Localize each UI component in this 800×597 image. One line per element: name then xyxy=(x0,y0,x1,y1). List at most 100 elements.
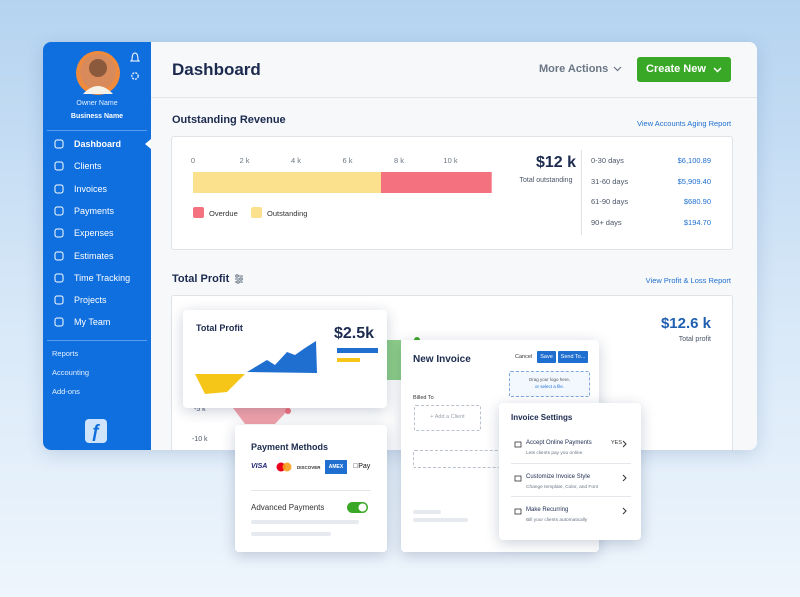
cancel-button[interactable]: Cancel xyxy=(515,354,533,360)
mastercard-logo xyxy=(276,462,292,472)
header-icons xyxy=(130,52,140,80)
chevron xyxy=(622,507,627,515)
placeholder-line xyxy=(413,510,441,514)
icon-shape xyxy=(54,184,64,194)
nav-icon xyxy=(54,317,64,327)
aging-period: 90+ days xyxy=(591,218,622,228)
nav-item[interactable]: Dashboard xyxy=(74,139,122,149)
discover-logo: DISCOVER xyxy=(297,465,321,470)
drop-text: Drag your logo here, xyxy=(528,377,571,382)
nav-item[interactable]: Projects xyxy=(74,295,107,306)
aging-report-link[interactable]: View Accounts Aging Report xyxy=(637,119,732,128)
setting-label[interactable]: Accept Online Payments xyxy=(526,440,592,446)
card-title: Invoice Settings xyxy=(511,413,573,422)
profit-mini-chart xyxy=(195,341,378,394)
more-actions[interactable]: More Actions xyxy=(539,63,609,75)
icon-shape xyxy=(54,317,64,327)
chevron xyxy=(622,474,627,481)
advanced-payments: Advanced Payments xyxy=(251,503,325,512)
setting-label[interactable]: Make Recurring xyxy=(526,507,569,513)
pl-report-link[interactable]: View Profit & Loss Report xyxy=(645,276,731,285)
nav-item[interactable]: Clients xyxy=(74,161,102,172)
aging-period: 31-60 days xyxy=(591,176,629,186)
nav-item[interactable]: My Team xyxy=(74,317,111,328)
secondary-nav-item[interactable]: Add-ons xyxy=(52,387,80,396)
nav-icon xyxy=(54,161,64,171)
aging-amount: $680.90 xyxy=(683,197,711,207)
sidebar: Owner Name Business Name ƒ Dashboard Clie… xyxy=(43,42,151,450)
nav-item[interactable]: Expenses xyxy=(74,228,114,239)
divider xyxy=(151,97,757,98)
setting-label[interactable]: Customize Invoice Style xyxy=(526,473,591,480)
apple-icon:  xyxy=(353,463,358,470)
visa-logo: VISA xyxy=(251,463,268,470)
divider xyxy=(511,462,631,464)
chevron-path xyxy=(622,507,627,515)
setting-icon xyxy=(514,441,522,448)
axis-label: -10 k xyxy=(192,436,208,443)
icon-shape xyxy=(514,475,522,481)
icon-shape xyxy=(54,139,64,149)
apple-pay-logo: Pay xyxy=(353,463,370,470)
axis-label: -5 k xyxy=(194,406,206,413)
divider xyxy=(581,150,582,235)
nav-item[interactable]: Payments xyxy=(74,205,115,216)
chevron-path xyxy=(622,474,627,481)
chevron-path xyxy=(622,440,627,448)
nav-icon xyxy=(54,206,64,216)
secondary-nav-item[interactable]: Accounting xyxy=(52,368,90,377)
chevron xyxy=(622,440,627,448)
nav-item[interactable]: Time Tracking xyxy=(74,272,131,283)
section-title: Total Profit xyxy=(172,273,230,285)
icon-shape xyxy=(54,161,64,171)
icon-shape xyxy=(54,295,64,305)
divider xyxy=(47,340,147,341)
filter-icon xyxy=(235,274,243,284)
logo-drop-zone[interactable] xyxy=(509,371,590,397)
add-client: + Add a Client xyxy=(430,414,465,420)
nav-icon xyxy=(54,251,64,260)
secondary-nav-item[interactable]: Reports xyxy=(52,349,79,358)
owner-name: Owner Name xyxy=(76,100,118,107)
nav-item[interactable]: Invoices xyxy=(74,183,108,194)
divider xyxy=(47,130,147,131)
nav-item[interactable]: Estimates xyxy=(74,250,114,261)
send-button[interactable]: Send To... xyxy=(558,351,588,363)
placeholder-line xyxy=(413,518,468,522)
card-title: Payment Methods xyxy=(251,442,329,452)
card-title: New Invoice xyxy=(413,354,471,365)
revenue-card xyxy=(171,136,733,250)
total-outstanding-label: Total outstanding xyxy=(519,177,573,184)
arrow xyxy=(145,139,151,149)
amex-logo: AMEX xyxy=(325,460,347,474)
total-outstanding: $12 k xyxy=(535,154,577,171)
aging-period: 61-90 days xyxy=(591,197,629,207)
icon-shape xyxy=(514,508,522,515)
drop-text: or select a file. xyxy=(534,384,564,389)
divider xyxy=(511,496,631,497)
aging-amount: $5,909.40 xyxy=(677,176,711,186)
logo: ƒ xyxy=(85,419,107,443)
active-indicator xyxy=(145,139,151,149)
icon-shape xyxy=(54,228,64,238)
chevron xyxy=(713,67,722,73)
total-profit-label: Total profit xyxy=(678,336,711,343)
toggle[interactable] xyxy=(347,502,368,513)
card-title: Total Profit xyxy=(196,323,243,333)
save-button[interactable]: Save xyxy=(537,351,556,363)
section-title: Outstanding Revenue xyxy=(172,114,286,126)
business-name: Business Name xyxy=(70,113,124,120)
aging-period: 0-30 days xyxy=(591,156,624,165)
page-title: Dashboard xyxy=(172,60,261,79)
add-client-box[interactable] xyxy=(414,405,481,431)
profit-amount: $2.5k xyxy=(334,325,375,342)
total-profit: $12.6 k xyxy=(660,315,711,332)
invoice-settings-card xyxy=(499,403,641,540)
setting-description: Change template, Color, and Font xyxy=(526,484,598,490)
line-item-box xyxy=(413,450,502,468)
placeholder-line xyxy=(251,532,331,536)
divider xyxy=(251,490,371,491)
setting-status: YES xyxy=(611,440,623,446)
placeholder-line xyxy=(251,520,359,524)
